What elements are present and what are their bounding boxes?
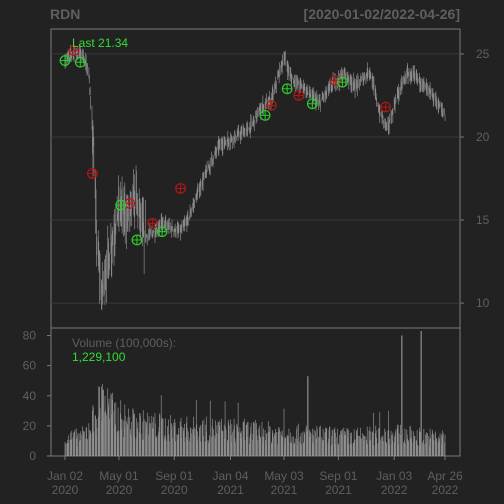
- x-tick-label-year: 2021: [271, 483, 298, 497]
- volume-tick-label: 40: [23, 389, 37, 403]
- last-price-label: Last 21.34: [72, 36, 128, 50]
- buy-marker: [74, 56, 86, 68]
- buy-marker: [115, 199, 127, 211]
- x-tick-label-date: Jan 03: [376, 469, 412, 483]
- sell-marker: [293, 90, 305, 101]
- buy-marker: [281, 83, 293, 95]
- chart-symbol: RDN: [50, 6, 80, 22]
- buy-marker: [306, 98, 318, 110]
- sell-marker: [68, 45, 80, 56]
- price-tick-label: 15: [476, 213, 490, 227]
- sell-marker: [147, 217, 159, 229]
- price-y-axis: 10 15 20 25: [460, 47, 490, 310]
- sell-markers: [68, 45, 392, 229]
- price-tick-label: 25: [476, 47, 490, 61]
- buy-marker: [259, 109, 271, 121]
- x-tick-label-date: May 03: [264, 469, 304, 483]
- x-tick-label-year: 2022: [381, 483, 408, 497]
- price-panel-frame: [50, 28, 461, 329]
- volume-label: Volume (100,000s):: [72, 336, 176, 350]
- x-tick-label-date: Sep 01: [155, 469, 193, 483]
- buy-markers: [59, 55, 348, 246]
- sell-marker: [380, 101, 392, 113]
- x-tick-label-date: May 01: [99, 469, 139, 483]
- x-tick-label-year: 2020: [106, 483, 133, 497]
- sell-marker: [87, 168, 98, 179]
- volume-tick-label: 80: [23, 329, 37, 343]
- x-tick-label-year: 2021: [217, 483, 244, 497]
- buy-marker: [131, 234, 143, 246]
- volume-tick-label: 20: [23, 419, 37, 433]
- buy-marker: [156, 226, 168, 238]
- sell-marker: [266, 100, 277, 111]
- price-tick-label: 20: [476, 130, 490, 144]
- x-tick-label-date: Apr 26: [427, 469, 463, 483]
- x-tick-label-date: Jan 04: [212, 469, 248, 483]
- x-tick-label-year: 2021: [325, 483, 352, 497]
- volume-bars: [64, 331, 446, 456]
- sell-marker: [175, 183, 186, 194]
- x-tick-label-date: Sep 01: [319, 469, 357, 483]
- x-tick-label-date: Jan 02: [47, 469, 83, 483]
- x-tick-label-year: 2020: [161, 483, 188, 497]
- volume-last-value: 1,229,100: [72, 350, 126, 364]
- price-bars: [64, 44, 446, 311]
- volume-tick-label: 60: [23, 359, 37, 373]
- price-tick-label: 10: [476, 296, 490, 310]
- x-tick-label-year: 2020: [52, 483, 79, 497]
- chart-date-range: [2020-01-02/2022-04-26]: [304, 6, 460, 22]
- volume-y-axis: 0 20 40 60 80: [23, 329, 51, 463]
- sell-marker: [124, 198, 136, 209]
- volume-tick-label: 0: [29, 449, 36, 463]
- buy-marker: [337, 76, 348, 88]
- buy-marker: [59, 55, 71, 66]
- sell-marker: [329, 75, 341, 86]
- x-tick-label-year: 2022: [432, 483, 459, 497]
